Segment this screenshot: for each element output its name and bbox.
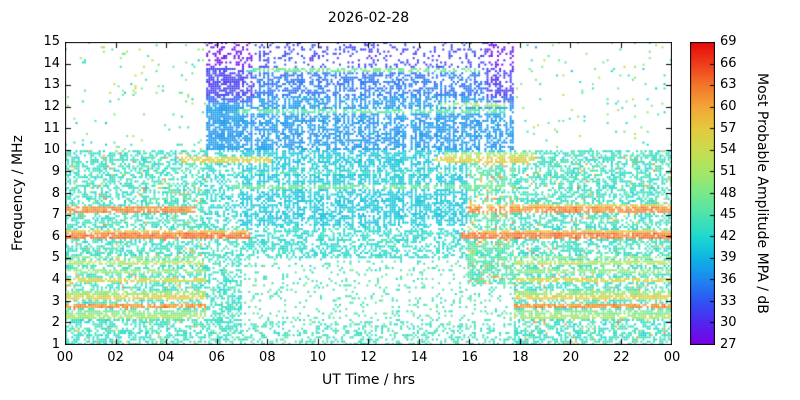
colorbar-tick-label: 57 <box>720 120 737 136</box>
colorbar-tick-label: 69 <box>720 34 737 49</box>
x-tick-label: 20 <box>562 350 580 365</box>
x-tick-label: 04 <box>157 350 175 365</box>
colorbar-tick-label: 45 <box>720 207 737 223</box>
x-tick-label: 12 <box>360 350 377 365</box>
colorbar-tick-label: 27 <box>720 337 737 352</box>
x-tick-label: 10 <box>309 350 327 365</box>
y-tick-label: 6 <box>51 228 60 244</box>
y-tick-label: 12 <box>43 98 60 114</box>
y-tick-label: 14 <box>43 55 60 71</box>
y-tick-label: 8 <box>51 185 60 201</box>
y-tick-label: 10 <box>43 142 60 158</box>
x-tick-label: 06 <box>208 350 226 365</box>
y-tick-label: 1 <box>51 337 60 352</box>
colorbar-tick-label: 63 <box>720 77 737 93</box>
y-tick-label: 11 <box>43 120 60 136</box>
colorbar-tick-label: 39 <box>720 250 737 266</box>
x-tick-label: 02 <box>107 350 124 365</box>
colorbar-tick-label: 54 <box>720 142 737 158</box>
y-tick-label: 5 <box>51 250 60 266</box>
x-tick-label: 00 <box>663 350 681 365</box>
x-tick-label: 22 <box>613 350 630 365</box>
x-tick-label: 14 <box>410 350 428 365</box>
colorbar-tick-label: 30 <box>720 315 737 331</box>
x-axis-label: UT Time / hrs <box>321 372 416 388</box>
y-axis-label: Frequency / MHz <box>10 135 26 252</box>
y-tick-label: 15 <box>43 34 60 49</box>
heatmap-plot-area <box>65 42 672 345</box>
y-tick-label: 7 <box>51 207 60 223</box>
x-tick-label: 00 <box>56 350 74 365</box>
colorbar <box>690 42 715 345</box>
colorbar-tick-label: 36 <box>720 272 737 288</box>
plot-title: 2026-02-28 <box>327 10 410 26</box>
y-tick-label: 4 <box>51 272 60 288</box>
x-tick-label: 16 <box>461 350 478 365</box>
colorbar-label: Most Probable Amplitude MPA / dB <box>754 73 770 314</box>
colorbar-tick-label: 42 <box>720 228 737 244</box>
colorbar-tick-label: 51 <box>720 163 737 179</box>
colorbar-tick-label: 66 <box>720 55 737 71</box>
colorbar-tick-label: 33 <box>720 293 737 309</box>
colorbar-tick-label: 60 <box>720 98 737 114</box>
y-tick-label: 2 <box>51 315 60 331</box>
x-tick-label: 18 <box>511 350 529 365</box>
x-tick-label: 08 <box>259 350 276 365</box>
y-tick-label: 13 <box>43 77 60 93</box>
colorbar-tick-label: 48 <box>720 185 737 201</box>
y-tick-label: 3 <box>51 293 60 309</box>
y-tick-label: 9 <box>51 163 60 179</box>
